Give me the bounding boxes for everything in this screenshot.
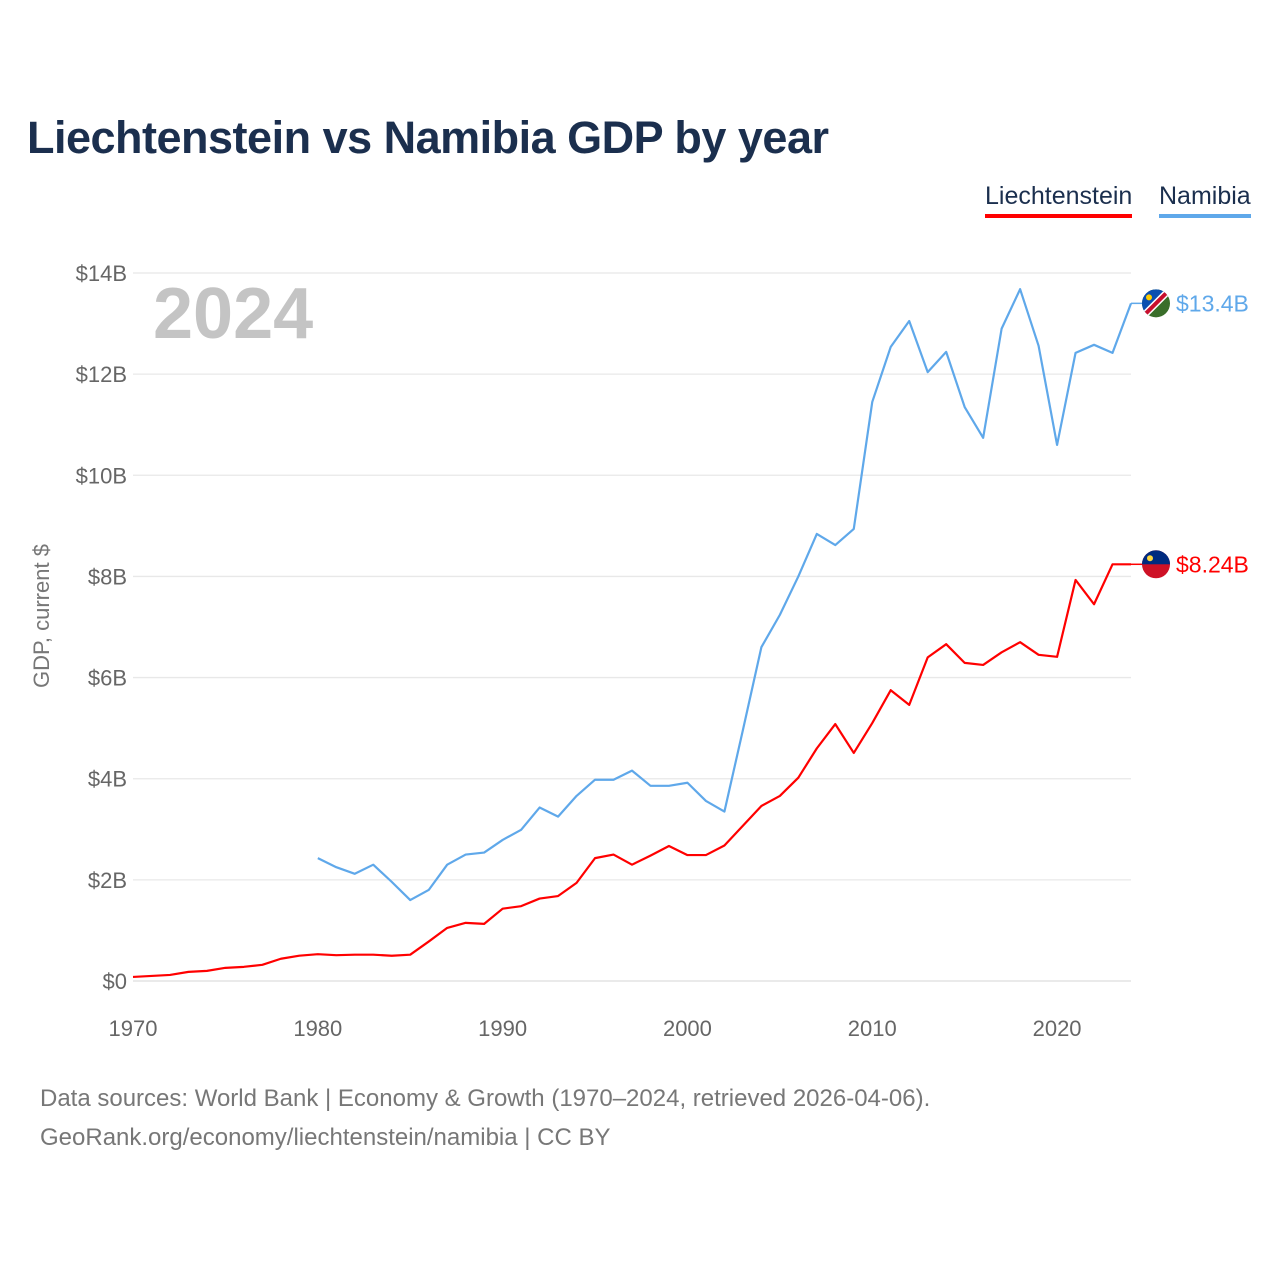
x-tick-label: 2000 bbox=[663, 1016, 712, 1041]
x-tick-label: 1980 bbox=[293, 1016, 342, 1041]
legend-liechtenstein[interactable]: Liechtenstein bbox=[985, 182, 1133, 218]
footer-sources: Data sources: World Bank | Economy & Gro… bbox=[40, 1085, 931, 1112]
x-tick-label: 1970 bbox=[109, 1016, 158, 1041]
footer-link[interactable]: GeoRank.org/economy/liechtenstein/namibi… bbox=[40, 1124, 611, 1151]
series-line-liechtenstein bbox=[132, 563, 1131, 979]
flag-crown bbox=[1147, 555, 1153, 562]
y-axis-label: GDP, current $ bbox=[29, 544, 54, 688]
y-tick-label: $6B bbox=[88, 666, 127, 691]
flag-red-band bbox=[1142, 289, 1170, 318]
y-tick-label: $10B bbox=[76, 463, 127, 488]
x-tick-label: 1990 bbox=[478, 1016, 527, 1041]
year-watermark: 2024 bbox=[153, 274, 313, 354]
chart-title: Liechtenstein vs Namibia GDP by year bbox=[27, 112, 829, 163]
y-tick-label: $12B bbox=[76, 362, 127, 387]
legend-namibia[interactable]: Namibia bbox=[1159, 182, 1251, 218]
x-tick-label: 2020 bbox=[1033, 1016, 1082, 1041]
y-tick-label: $0 bbox=[103, 969, 127, 994]
end-value-label: $13.4B bbox=[1176, 290, 1249, 316]
end-value-label: $8.24B bbox=[1176, 551, 1249, 577]
flag-blue-part bbox=[1142, 550, 1170, 565]
y-tick-label: $8B bbox=[88, 564, 127, 589]
flag-sun bbox=[1146, 294, 1152, 301]
y-tick-label: $14B bbox=[76, 261, 127, 286]
y-tick-label: $2B bbox=[88, 868, 127, 893]
y-tick-label: $4B bbox=[88, 767, 127, 792]
x-tick-label: 2010 bbox=[848, 1016, 897, 1041]
series-line-namibia bbox=[317, 288, 1133, 902]
